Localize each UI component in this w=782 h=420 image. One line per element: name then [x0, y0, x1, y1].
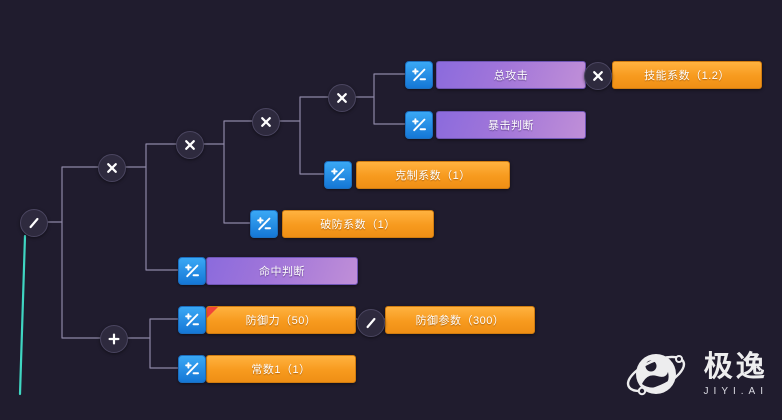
operator-multiply-mul-1[interactable] — [98, 154, 126, 182]
operator-divide-root-divide[interactable] — [20, 209, 48, 237]
node-label: 技能系数（1.2） — [644, 70, 730, 82]
toggle-sign-icon-chip-restraint[interactable] — [324, 161, 352, 189]
edge-12 — [125, 318, 179, 339]
node-penetration-coef[interactable]: 破防系数（1） — [282, 210, 434, 238]
edge-4 — [353, 73, 406, 98]
toggle-sign-icon-chip-penetration[interactable] — [250, 210, 278, 238]
edge-2 — [201, 120, 253, 145]
node-defense-power[interactable]: 防御力（50） — [206, 306, 356, 334]
operator-multiply-mul-2[interactable] — [176, 131, 204, 159]
operator-multiply-mul-5[interactable] — [584, 62, 612, 90]
planet-orbit-icon — [626, 354, 685, 396]
node-label: 命中判断 — [259, 266, 305, 278]
edge-10 — [145, 166, 179, 271]
edge-5 — [373, 96, 406, 125]
edge-3 — [277, 96, 329, 122]
node-label: 暴击判断 — [488, 120, 534, 132]
node-skill-coef[interactable]: 技能系数（1.2） — [612, 61, 762, 89]
node-total-attack[interactable]: 总攻击 — [436, 61, 586, 89]
edge-11 — [61, 221, 101, 339]
node-crit-judge[interactable]: 暴击判断 — [436, 111, 586, 139]
toggle-sign-icon-chip-crit-judge[interactable] — [405, 111, 433, 139]
node-constant-one[interactable]: 常数1（1） — [206, 355, 356, 383]
node-restraint-coef[interactable]: 克制系数（1） — [356, 161, 510, 189]
node-label: 破防系数（1） — [320, 219, 396, 231]
toggle-sign-icon-chip-constant[interactable] — [178, 355, 206, 383]
operator-divide-divide-2[interactable] — [357, 309, 385, 337]
operator-multiply-mul-3[interactable] — [252, 108, 280, 136]
operator-add-plus-1[interactable] — [100, 325, 128, 353]
watermark-en: JIYI.AI — [703, 386, 768, 397]
node-hit-judge[interactable]: 命中判断 — [206, 257, 358, 285]
node-label: 防御参数（300） — [415, 315, 505, 327]
edge-13 — [149, 337, 179, 369]
edge-8 — [299, 120, 325, 175]
toggle-sign-icon-chip-defense[interactable] — [178, 306, 206, 334]
watermark: 极逸 JIYI.AI — [620, 344, 768, 406]
operator-multiply-mul-4[interactable] — [328, 84, 356, 112]
node-defense-param[interactable]: 防御参数（300） — [385, 306, 535, 334]
node-label: 总攻击 — [493, 70, 529, 82]
toggle-sign-icon-chip-hit-judge[interactable] — [178, 257, 206, 285]
node-label: 常数1（1） — [251, 364, 311, 376]
edge-1 — [123, 143, 177, 168]
watermark-cn: 极逸 — [703, 351, 768, 383]
toggle-sign-icon-chip-total-attack[interactable] — [405, 61, 433, 89]
node-label: 克制系数（1） — [395, 170, 471, 182]
teal-accent-stroke — [18, 234, 27, 396]
error-flag-icon — [207, 307, 218, 318]
node-label: 防御力（50） — [245, 315, 317, 327]
edge-9 — [223, 143, 251, 224]
edge-0 — [45, 166, 99, 223]
